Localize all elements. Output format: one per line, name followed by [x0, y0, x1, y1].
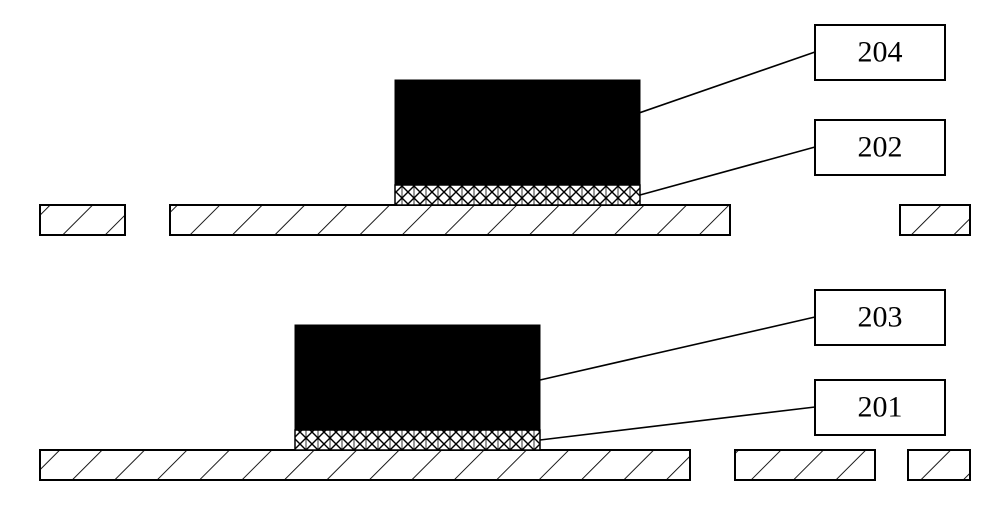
bottom-substrate-segment-0 — [40, 450, 690, 480]
top-block — [395, 80, 640, 185]
top-substrate-segment-0 — [40, 205, 125, 235]
label-204-text: 204 — [858, 35, 903, 68]
top-substrate-segment-2 — [900, 205, 970, 235]
label-203-text: 203 — [858, 300, 903, 333]
label-202-text: 202 — [858, 130, 903, 163]
label-201-text: 201 — [858, 390, 903, 423]
bottom-interface-layer — [295, 430, 540, 450]
bottom-block — [295, 325, 540, 430]
top-substrate-segment-1 — [170, 205, 730, 235]
bottom-substrate-segment-1 — [735, 450, 875, 480]
bottom-substrate-segment-2 — [908, 450, 970, 480]
top-interface-layer — [395, 185, 640, 205]
